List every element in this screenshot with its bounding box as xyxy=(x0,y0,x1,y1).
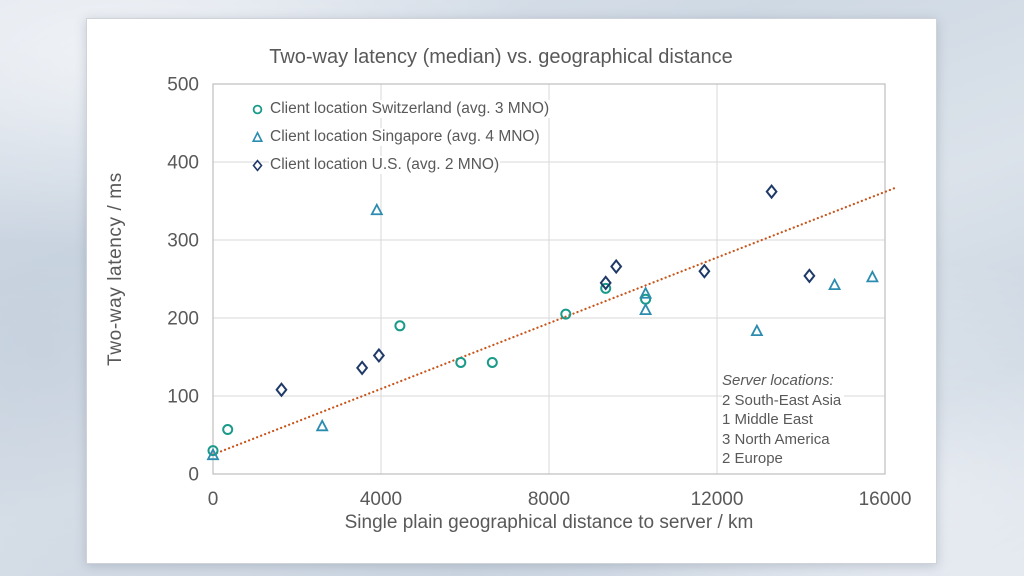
data-point-circle xyxy=(207,445,219,457)
data-point-triangle xyxy=(828,277,842,291)
data-point-diamond xyxy=(698,263,711,279)
x-tick-label: 12000 xyxy=(691,489,744,510)
triangle-marker-icon xyxy=(251,130,264,142)
scatter-plot: 0 4000 8000 12000 16000 0 100 200 300 400 500 xyxy=(167,75,912,511)
diamond-marker-icon xyxy=(252,158,263,172)
data-point-triangle xyxy=(639,302,653,315)
x-tick-label: 0 xyxy=(208,489,219,510)
legend-item-switzerland: Client location Switzerland (avg. 3 MNO) xyxy=(251,95,551,123)
data-point-circle xyxy=(600,282,612,294)
chart-title: Two-way latency (median) vs. geographica… xyxy=(269,46,733,68)
x-tick-label: 4000 xyxy=(360,489,402,510)
data-point-diamond xyxy=(356,360,369,376)
legend: Client location Switzerland (avg. 3 MNO)… xyxy=(251,95,551,179)
annotation-line: 1 Middle East xyxy=(722,410,845,430)
y-axis-label: Two-way latency / ms xyxy=(105,172,126,366)
legend-item-singapore: Client location Singapore (avg. 4 MNO) xyxy=(251,123,550,151)
annotation-line: 3 North America xyxy=(722,429,845,449)
data-point-diamond xyxy=(765,184,778,200)
data-point-diamond xyxy=(372,347,385,364)
data-point-triangle xyxy=(315,418,329,432)
y-tick-label: 100 xyxy=(167,387,199,408)
data-point-triangle xyxy=(206,447,220,461)
data-point-triangle xyxy=(639,286,653,299)
y-tick-label: 500 xyxy=(167,75,199,96)
legend-label: Client location Switzerland (avg. 3 MNO) xyxy=(269,100,551,118)
annotation-line: 2 Europe xyxy=(722,449,845,469)
legend-item-us: Client location U.S. (avg. 2 MNO) xyxy=(251,151,550,179)
data-point-circle xyxy=(486,356,498,368)
y-tick-label: 0 xyxy=(188,465,199,486)
plot-border xyxy=(212,83,886,475)
data-point-diamond xyxy=(599,275,612,291)
legend-label: Client location U.S. (avg. 2 MNO) xyxy=(269,156,501,174)
server-locations-annotation: Server locations: 2 South-East Asia 1 Mi… xyxy=(722,371,845,469)
y-tick-label: 300 xyxy=(167,231,199,252)
y-tick-label: 400 xyxy=(167,153,199,174)
data-point-triangle xyxy=(750,323,764,337)
legend-label: Client location Singapore (avg. 4 MNO) xyxy=(269,128,541,146)
data-point-diamond xyxy=(610,258,623,275)
data-point-diamond xyxy=(275,382,288,398)
annotation-title: Server locations: xyxy=(722,371,845,391)
y-tick-label: 200 xyxy=(167,309,199,330)
x-tick-label: 16000 xyxy=(859,489,912,510)
data-point-circle xyxy=(394,320,406,332)
data-point-diamond xyxy=(803,268,816,284)
circle-marker-icon xyxy=(252,104,263,114)
annotation-line: 2 South-East Asia xyxy=(722,390,845,410)
data-point-triangle xyxy=(865,269,879,283)
data-point-circle xyxy=(455,356,467,368)
data-point-circle xyxy=(560,308,572,320)
x-tick-label: 8000 xyxy=(528,489,570,510)
data-point-triangle xyxy=(370,202,384,216)
data-point-circle xyxy=(222,424,234,436)
slide: Two-way latency (median) vs. geographica… xyxy=(86,18,937,564)
x-axis-label: Single plain geographical distance to se… xyxy=(344,512,754,533)
